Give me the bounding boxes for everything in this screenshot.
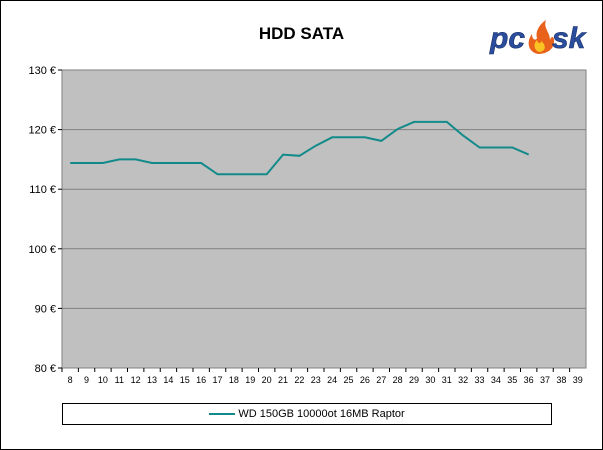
x-tick-label: 11: [115, 375, 124, 385]
x-tick-label: 21: [278, 375, 288, 385]
legend-swatch: [209, 413, 236, 415]
y-tick-label: 80 €: [35, 363, 56, 375]
x-tick-label: 14: [163, 375, 173, 385]
x-tick-label: 35: [507, 375, 517, 385]
x-tick-label: 15: [180, 375, 190, 385]
flame-icon: [528, 20, 555, 54]
x-tick-label: 30: [425, 375, 435, 385]
x-tick-label: 38: [556, 375, 566, 385]
x-tick-label: 8: [68, 375, 73, 385]
x-tick-label: 16: [196, 375, 206, 385]
x-tick-label: 17: [213, 375, 223, 385]
x-tick-label: 34: [491, 375, 501, 385]
x-tick-label: 10: [98, 375, 108, 385]
x-tick-label: 33: [475, 375, 485, 385]
x-tick-label: 36: [524, 375, 534, 385]
logo-text-right: sk: [552, 22, 587, 55]
x-tick-label: 22: [294, 375, 304, 385]
x-tick-label: 20: [262, 375, 272, 385]
x-tick-label: 25: [344, 375, 354, 385]
chart-title: HDD SATA: [258, 24, 345, 43]
series-line: [70, 120, 530, 176]
x-tick-label: 31: [442, 375, 452, 385]
y-tick-label: 110 €: [29, 184, 56, 196]
x-tick-label: 9: [84, 375, 89, 385]
x-tick-label: 13: [147, 375, 157, 385]
x-tick-label: 29: [409, 375, 419, 385]
x-tick-label: 28: [393, 375, 403, 385]
x-tick-label: 12: [131, 375, 141, 385]
x-tick-label: 39: [573, 375, 583, 385]
chart-legend: WD 150GB 10000ot 16MB Raptor: [62, 403, 552, 425]
x-tick-label: 18: [229, 375, 239, 385]
x-tick-label: 32: [458, 375, 468, 385]
logo-text-left: pc: [489, 22, 525, 55]
x-tick-label: 27: [376, 375, 386, 385]
y-tick-label: 90 €: [35, 303, 56, 315]
x-tick-label: 23: [311, 375, 321, 385]
y-tick-label: 130 €: [28, 65, 56, 77]
x-tick-label: 26: [360, 375, 370, 385]
legend-label: WD 150GB 10000ot 16MB Raptor: [238, 408, 405, 420]
line-chart: 80 € 90 € 100 € 110 € 120 € 130 € 8 9 10 11 12 13 1…: [28, 65, 587, 385]
x-tick-label: 37: [540, 375, 550, 385]
x-tick-label: 24: [327, 375, 337, 385]
pcask-logo: pc sk: [488, 14, 588, 58]
y-tick-label: 120 €: [28, 125, 56, 137]
x-tick-label: 19: [245, 375, 255, 385]
plot-area: [61, 69, 587, 369]
y-tick-label: 100 €: [28, 244, 56, 256]
